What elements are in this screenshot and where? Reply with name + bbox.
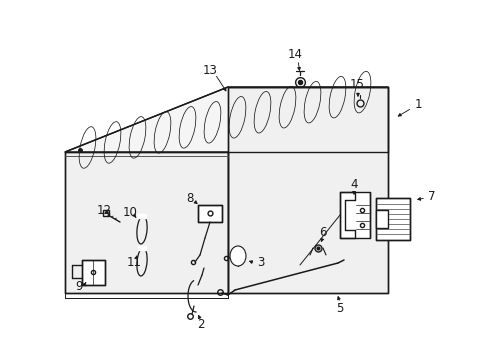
Text: 5: 5 [336, 302, 343, 315]
Text: 6: 6 [319, 225, 326, 238]
Polygon shape [65, 152, 227, 293]
Polygon shape [198, 205, 222, 222]
Text: 8: 8 [186, 192, 193, 204]
Text: 10: 10 [122, 207, 137, 220]
Polygon shape [227, 87, 387, 293]
Text: 1: 1 [413, 98, 421, 111]
Polygon shape [65, 87, 387, 152]
Text: 3: 3 [257, 256, 264, 270]
Ellipse shape [229, 246, 245, 266]
Text: 14: 14 [287, 49, 302, 62]
Polygon shape [375, 210, 387, 228]
Text: 4: 4 [349, 179, 357, 192]
Text: 9: 9 [75, 280, 82, 293]
Text: 7: 7 [427, 189, 435, 202]
Polygon shape [339, 192, 369, 238]
Text: 11: 11 [126, 256, 141, 269]
Text: 2: 2 [197, 319, 204, 332]
Text: 15: 15 [349, 78, 364, 91]
Text: 13: 13 [202, 63, 217, 77]
Polygon shape [375, 198, 409, 240]
Text: 12: 12 [96, 203, 111, 216]
Polygon shape [82, 260, 105, 285]
